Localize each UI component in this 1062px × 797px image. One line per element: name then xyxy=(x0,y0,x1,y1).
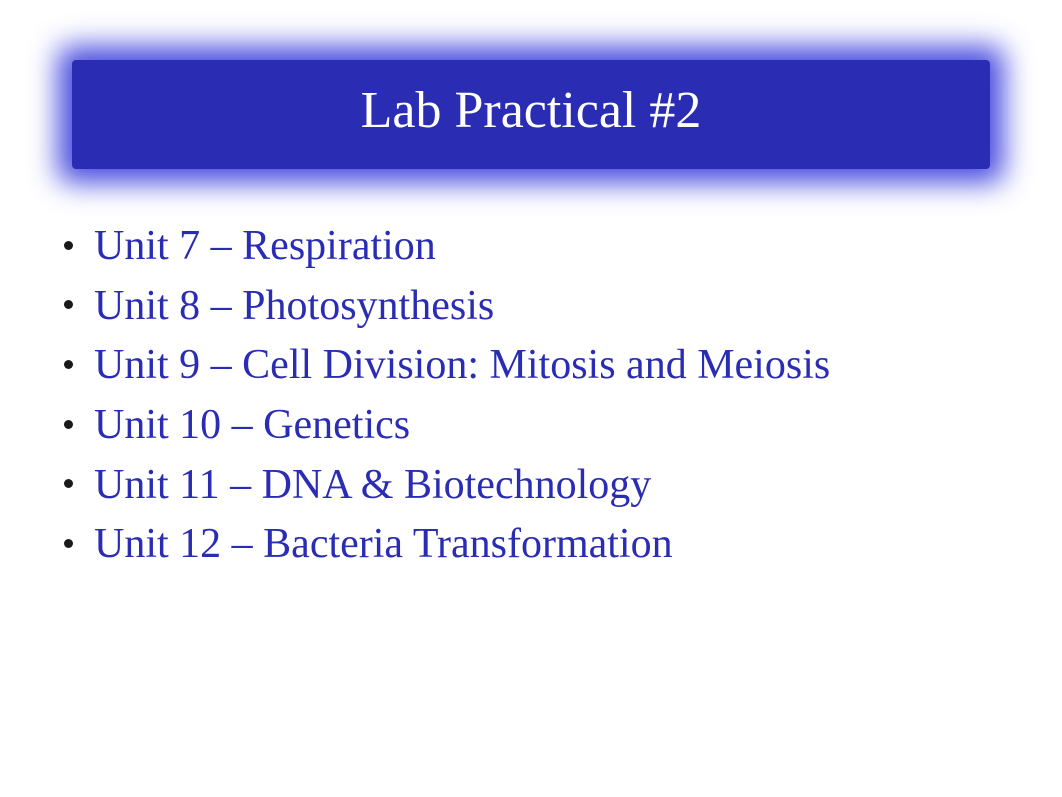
list-item: Unit 11 – DNA & Biotechnology xyxy=(94,456,1012,516)
title-bar: Lab Practical #2 xyxy=(72,60,990,169)
slide-title: Lab Practical #2 xyxy=(82,82,980,139)
list-item: Unit 10 – Genetics xyxy=(94,396,1012,456)
list-item: Unit 9 – Cell Division: Mitosis and Meio… xyxy=(94,336,1012,396)
slide: Lab Practical #2 Unit 7 – Respiration Un… xyxy=(0,0,1062,797)
list-item: Unit 8 – Photosynthesis xyxy=(94,277,1012,337)
list-item: Unit 12 – Bacteria Transformation xyxy=(94,515,1012,575)
unit-list: Unit 7 – Respiration Unit 8 – Photosynth… xyxy=(50,217,1012,575)
list-item: Unit 7 – Respiration xyxy=(94,217,1012,277)
